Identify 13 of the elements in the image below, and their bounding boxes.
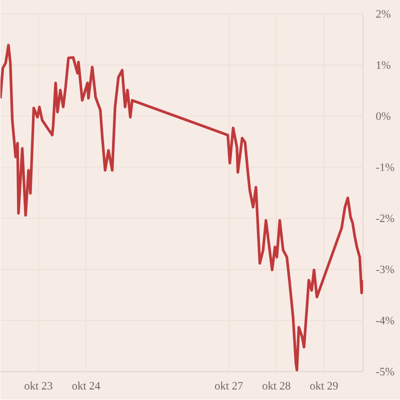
y-tick-label: -4% bbox=[376, 316, 394, 325]
y-tick-label: 2% bbox=[376, 10, 390, 18]
x-tick-label: okt 24 bbox=[72, 382, 100, 390]
x-tick-label: okt 29 bbox=[310, 382, 338, 390]
x-tick-label: okt 23 bbox=[24, 382, 52, 390]
y-tick-label: -3% bbox=[376, 266, 394, 274]
x-tick-label: okt 28 bbox=[262, 382, 290, 390]
y-tick-label: -5% bbox=[376, 368, 394, 376]
y-tick-label: -1% bbox=[376, 164, 394, 172]
y-tick-label: -2% bbox=[376, 214, 394, 222]
y-tick-label: 1% bbox=[376, 61, 390, 70]
y-tick-label: 0% bbox=[376, 112, 390, 120]
x-tick-label: okt 27 bbox=[215, 382, 243, 390]
